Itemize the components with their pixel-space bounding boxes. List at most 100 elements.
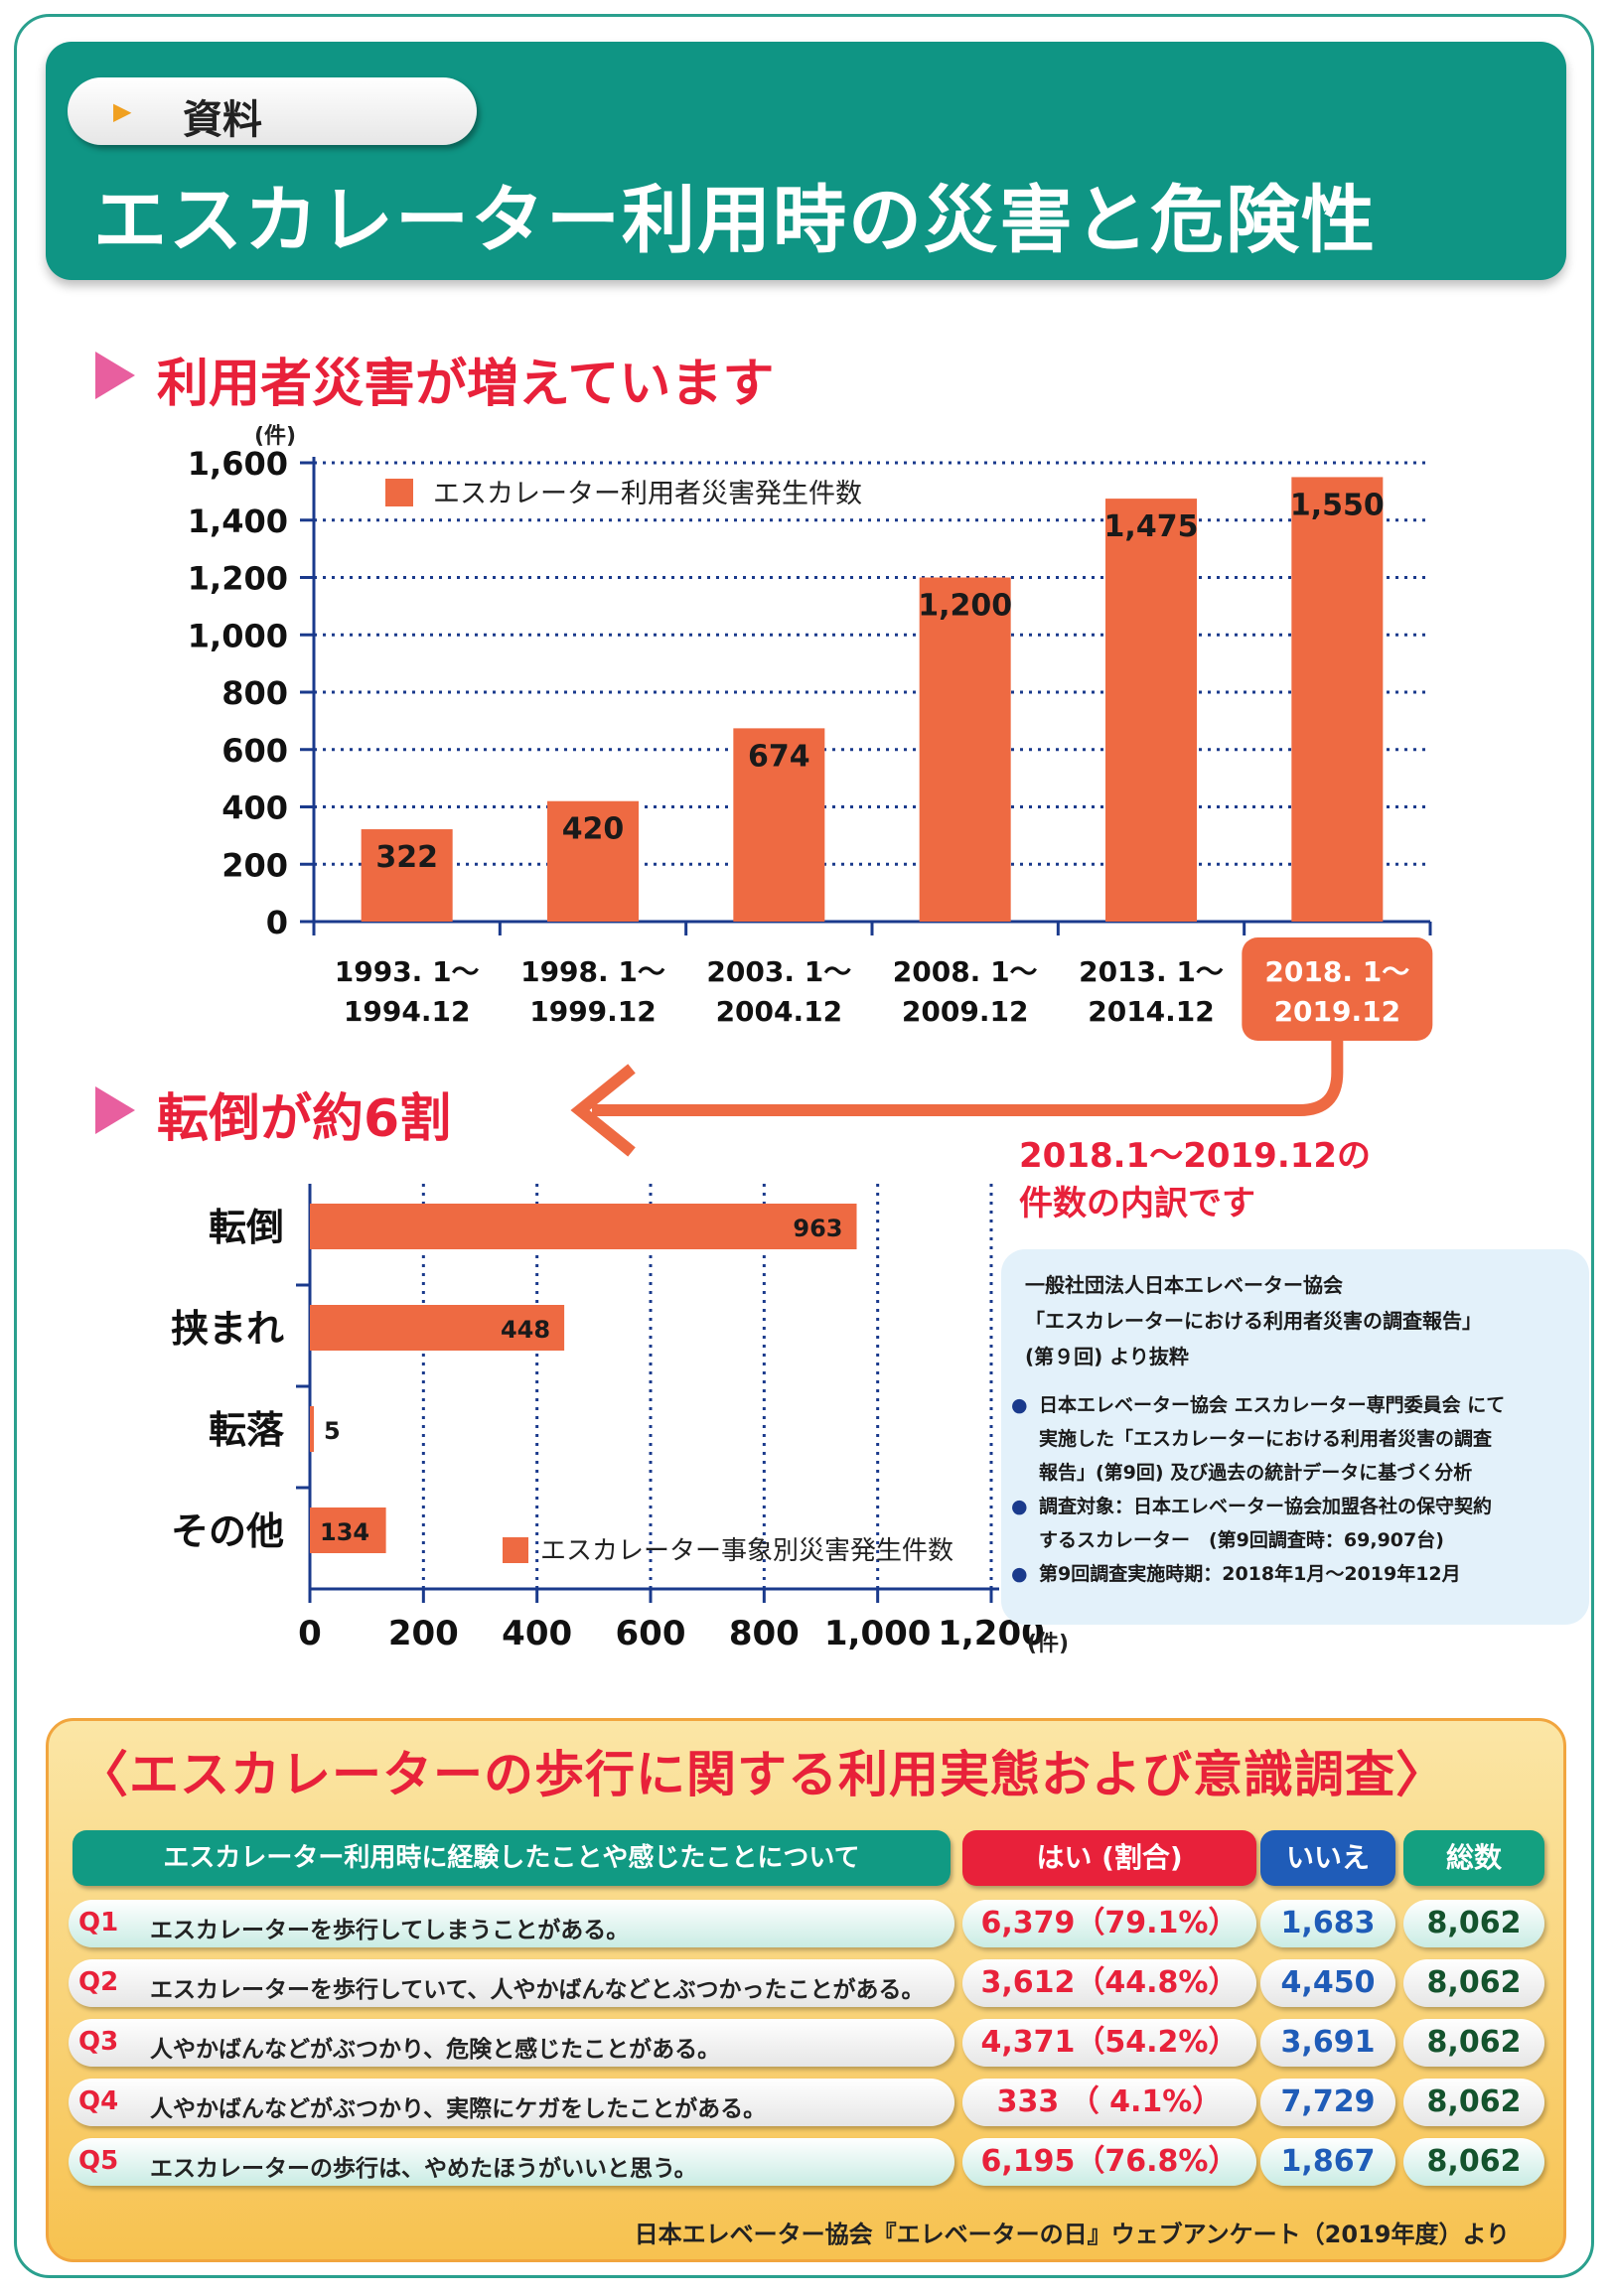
- bar: [547, 800, 639, 922]
- legend-label: エスカレーター利用者災害発生件数: [433, 479, 862, 509]
- triangle-icon: ▶: [113, 97, 132, 125]
- category-label: 転倒: [209, 1206, 284, 1249]
- page-frame: [14, 14, 1594, 2278]
- total-value: 8,062: [1403, 2079, 1544, 2126]
- bar: [733, 728, 825, 922]
- question-id: Q2: [78, 1967, 119, 1997]
- question-text: 人やかばんなどがぶつかり、実際にケガをしたことがある。: [150, 2096, 767, 2122]
- y-tick-label: 800: [221, 674, 288, 712]
- total-value: 8,062: [1403, 2138, 1544, 2186]
- no-value: 7,729: [1260, 2079, 1395, 2126]
- arrow-head-icon: [570, 1064, 636, 1157]
- highlight-period-box: [1242, 937, 1433, 1041]
- yes-value: 3,612（44.8%）: [962, 1959, 1256, 2007]
- question-id: Q5: [78, 2146, 119, 2176]
- y-tick-label: 1,200: [188, 560, 288, 598]
- x-tick-label: 1993. 1〜: [335, 955, 480, 988]
- survey-title: 〈エスカレーターの歩行に関する利用実態および意識調査〉: [78, 1746, 1446, 1803]
- legend-swatch: [385, 479, 413, 506]
- x-tick-label: 2018. 1〜: [1264, 955, 1409, 988]
- bar-value-label: 134: [320, 1518, 369, 1546]
- bar: [1105, 499, 1197, 922]
- bullet-icon: ●: [1011, 1394, 1028, 1416]
- section-triangle-icon: [95, 1086, 135, 1134]
- bar-value-label: 1,200: [918, 589, 1012, 624]
- breakdown-note: 2018.1〜2019.12の 件数の内訳です: [1019, 1132, 1371, 1227]
- x-tick-label: 2019.12: [1274, 995, 1401, 1028]
- yes-value: 6,379（79.1%）: [962, 1900, 1256, 1947]
- legend-swatch: [503, 1537, 528, 1563]
- bar: [310, 1305, 565, 1351]
- source-item-line: 第9回調査実施時期：2018年1月〜2019年12月: [1039, 1563, 1461, 1585]
- bar: [1291, 477, 1384, 922]
- x-tick-label: 1,000: [824, 1614, 932, 1653]
- x-tick-label: 2009.12: [902, 995, 1029, 1028]
- x-tick-label: 1994.12: [344, 995, 471, 1028]
- y-tick-label: 0: [266, 904, 288, 941]
- no-value: 1,683: [1260, 1900, 1395, 1947]
- bar: [310, 1507, 386, 1553]
- bar: [361, 829, 453, 922]
- no-value: 1,867: [1260, 2138, 1395, 2186]
- bar: [310, 1406, 314, 1452]
- question-text: 人やかばんなどがぶつかり、危険と感じたことがある。: [150, 2037, 721, 2063]
- bullet-icon: ●: [1011, 1496, 1028, 1517]
- survey-row-question: Q3 人やかばんなどがぶつかり、危険と感じたことがある。: [69, 2019, 954, 2067]
- header-no: いいえ: [1260, 1830, 1395, 1886]
- section-heading-users: 利用者災害が増えています: [157, 355, 775, 414]
- source-title-line: (第９回) より抜粋: [1025, 1345, 1189, 1368]
- bar: [310, 1204, 857, 1249]
- x-tick-label: 1998. 1〜: [520, 955, 665, 988]
- category-label: 転落: [209, 1408, 285, 1452]
- breakdown-note-line1: 2018.1〜2019.12の: [1019, 1136, 1372, 1176]
- source-item-line: 調査対象：日本エレベーター協会加盟各社の保守契約: [1039, 1496, 1493, 1517]
- y-tick-label: 1,600: [188, 445, 288, 483]
- bullet-icon: ●: [1011, 1563, 1028, 1585]
- connector-arrow: [592, 1037, 1344, 1116]
- yes-value: 333 （ 4.1%）: [962, 2079, 1256, 2126]
- bar-value-label: 1,550: [1290, 488, 1385, 522]
- source-item-line: するスカレーター (第9回調査時：69,907台): [1039, 1529, 1444, 1551]
- bar-value-label: 674: [748, 739, 810, 774]
- survey-row-question: Q2 エスカレーターを歩行していて、人やかばんなどとぶつかったことがある。: [69, 1959, 954, 2007]
- bar-value-label: 420: [562, 812, 625, 847]
- x-tick-label: 600: [616, 1614, 686, 1653]
- bar: [919, 577, 1011, 922]
- y-tick-label: 1,000: [188, 617, 288, 654]
- x-tick-label: 200: [388, 1614, 459, 1653]
- category-label: 挟まれ: [171, 1307, 284, 1351]
- source-item-line: 実施した「エスカレーターにおける利用者災害の調査: [1039, 1428, 1493, 1450]
- survey-source: 日本エレベーター協会『エレベーターの日』ウェブアンケート（2019年度）より: [634, 2221, 1510, 2248]
- x-tick-label: 0: [298, 1614, 322, 1653]
- section-heading-falls: 転倒が約6割: [157, 1089, 452, 1149]
- bar-value-label: 322: [375, 840, 438, 875]
- question-text: エスカレーターを歩行してしまうことがある。: [150, 1918, 630, 1943]
- source-title-line: 「エスカレーターにおける利用者災害の調査報告」: [1025, 1309, 1482, 1333]
- x-axis-unit: (件): [1027, 1632, 1069, 1656]
- question-text: エスカレーターの歩行は、やめたほうがいいと思う。: [150, 2156, 697, 2182]
- question-id: Q4: [78, 2086, 119, 2116]
- source-item: ● 調査対象：日本エレベーター協会加盟各社の保守契約 するスカレーター (第9回…: [1001, 1490, 1587, 1557]
- header-yes: はい (割合): [962, 1830, 1256, 1886]
- y-tick-label: 600: [221, 732, 288, 770]
- header-question: エスカレーター利用時に経験したことや感じたことについて: [73, 1830, 951, 1886]
- bar-value-label: 963: [793, 1215, 842, 1242]
- y-tick-label: 400: [221, 789, 288, 827]
- bar-value-label: 5: [324, 1417, 341, 1445]
- page-title: エスカレーター利用時の災害と危険性: [93, 178, 1377, 263]
- header-banner: ▶ 資料 エスカレーター利用時の災害と危険性: [46, 42, 1566, 280]
- x-tick-label: 2008. 1〜: [893, 955, 1038, 988]
- bar-value-label: 1,475: [1104, 509, 1199, 544]
- no-value: 3,691: [1260, 2019, 1395, 2067]
- total-value: 8,062: [1403, 1959, 1544, 2007]
- source-title: 一般社団法人日本エレベーター協会 「エスカレーターにおける利用者災害の調査報告」…: [1025, 1267, 1482, 1374]
- x-tick-label: 400: [502, 1614, 572, 1653]
- x-tick-label: 2013. 1〜: [1079, 955, 1224, 988]
- survey-panel: 〈エスカレーターの歩行に関する利用実態および意識調査〉 エスカレーター利用時に経…: [46, 1718, 1566, 2262]
- source-item-line: 日本エレベーター協会 エスカレーター専門委員会 にて: [1039, 1394, 1506, 1416]
- category-label: その他: [171, 1509, 284, 1553]
- legend-label: エスカレーター事象別災害発生件数: [540, 1536, 953, 1566]
- survey-row-question: Q4 人やかばんなどがぶつかり、実際にケガをしたことがある。: [69, 2079, 954, 2126]
- yes-value: 4,371（54.2%）: [962, 2019, 1256, 2067]
- x-tick-label: 2003. 1〜: [706, 955, 851, 988]
